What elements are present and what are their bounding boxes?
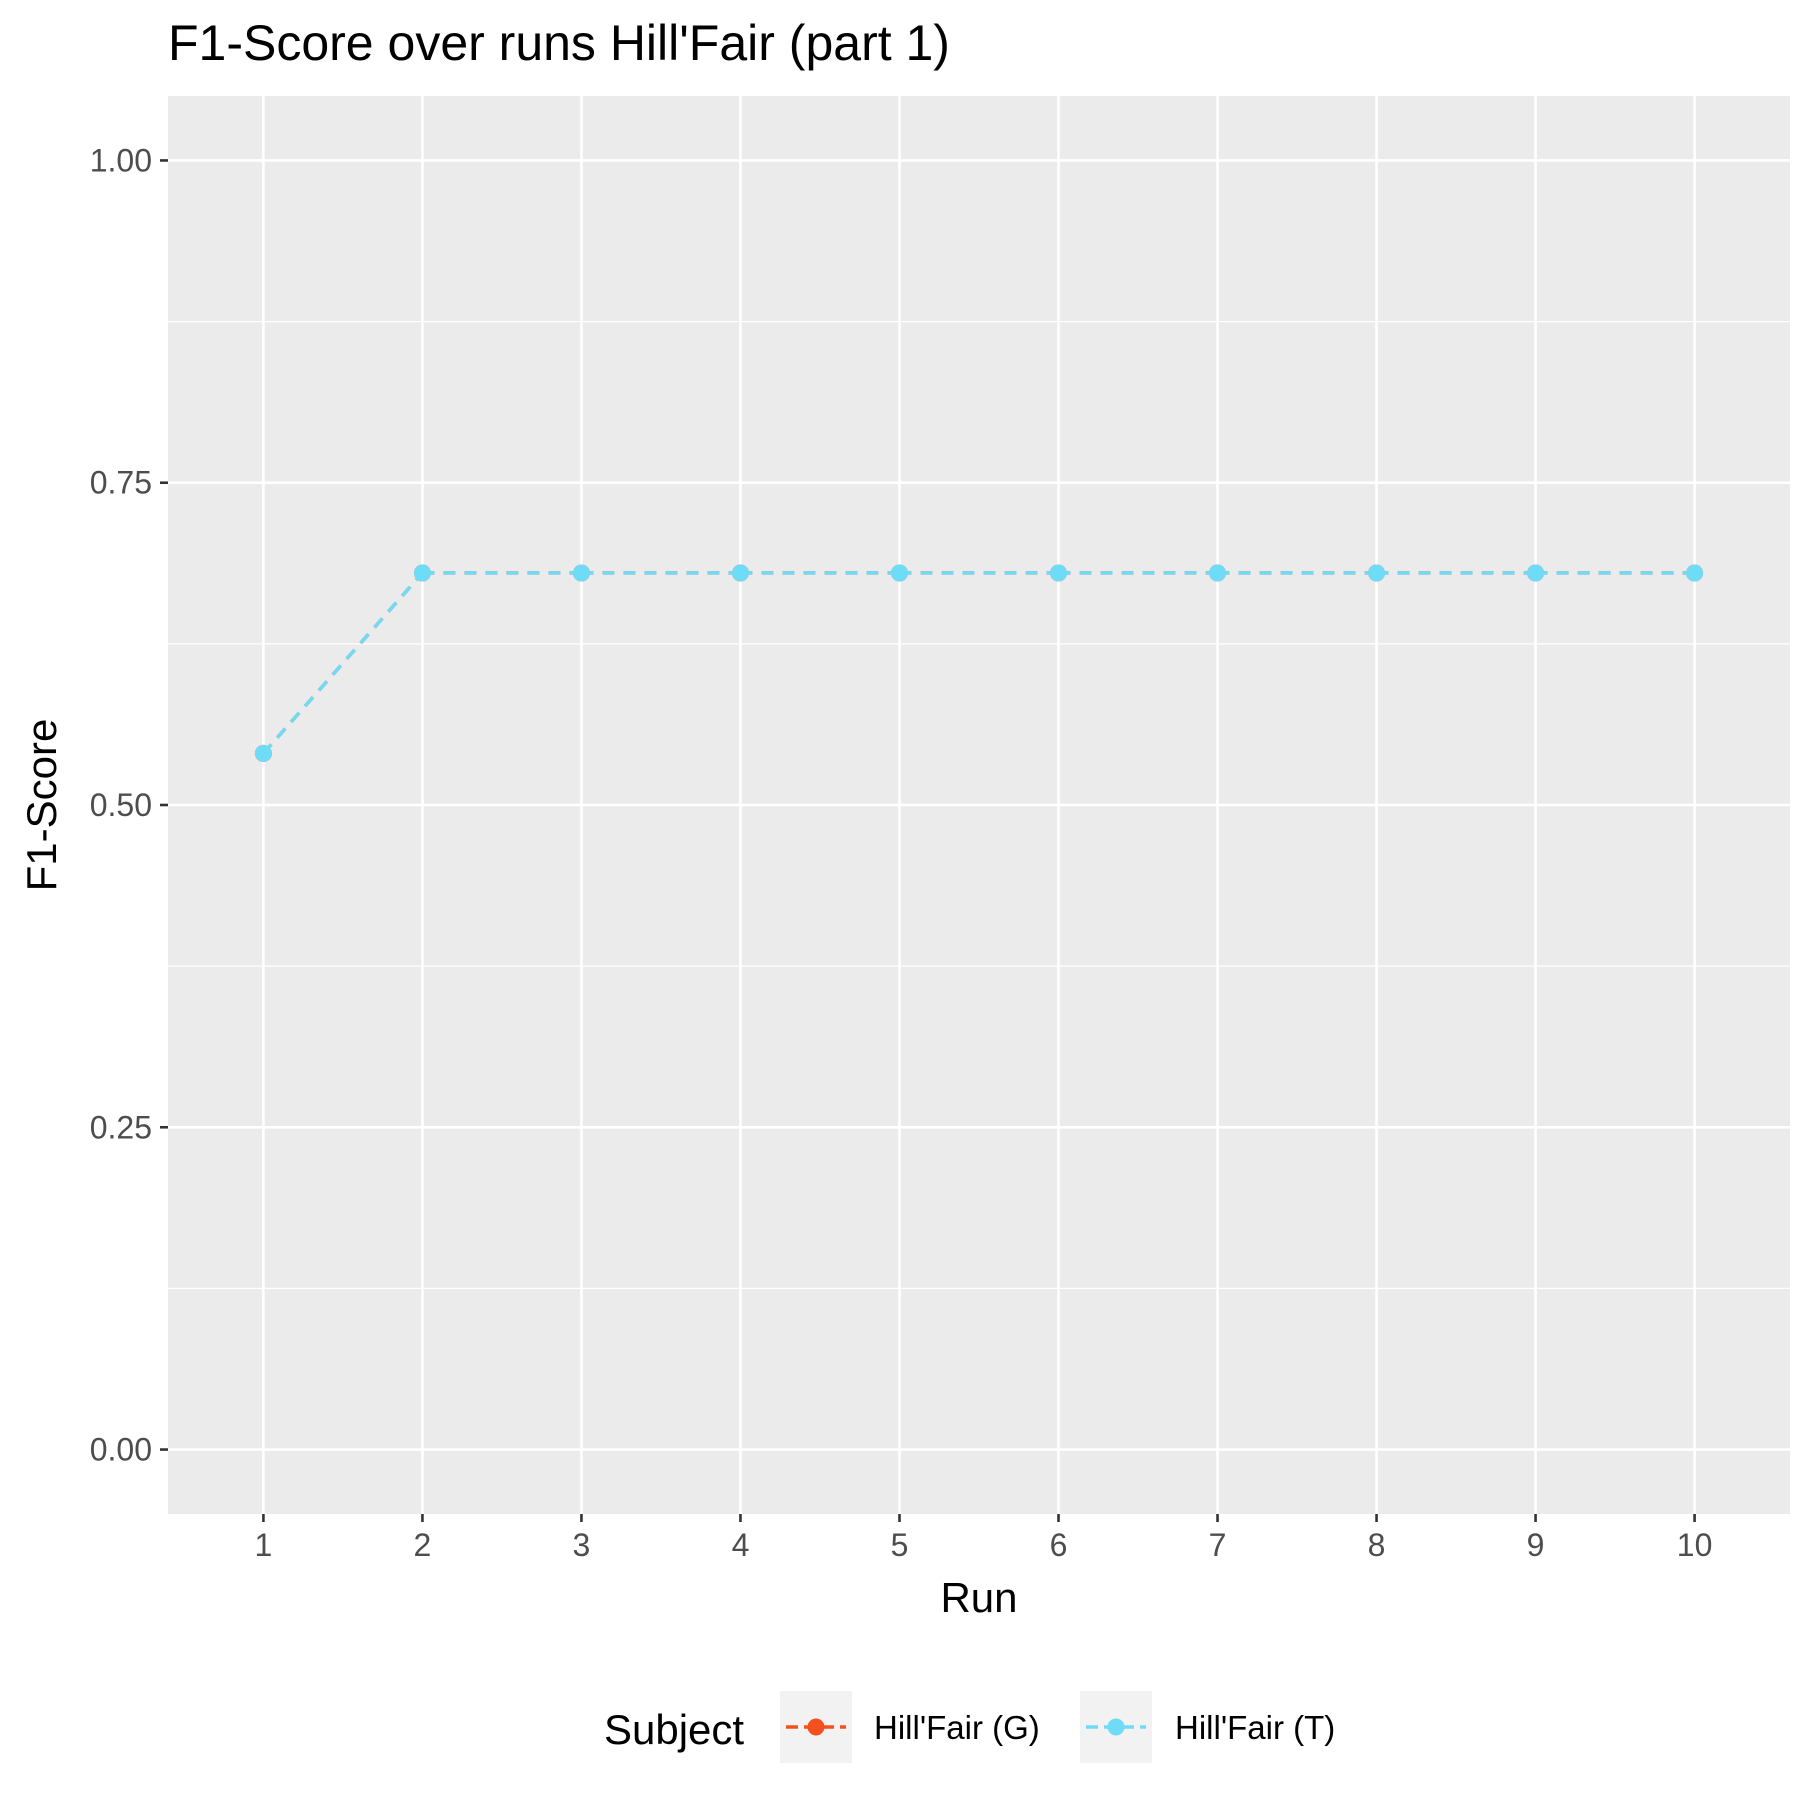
x-tick-label: 9 (1527, 1527, 1545, 1563)
x-tick-label: 6 (1050, 1527, 1068, 1563)
data-point (572, 564, 590, 582)
series-layer (254, 564, 1704, 762)
x-tick-label: 8 (1368, 1527, 1386, 1563)
major-gridlines (168, 96, 1790, 1514)
legend-title: Subject (604, 1706, 744, 1753)
data-point (1686, 564, 1704, 582)
y-axis-title: F1-Score (18, 719, 65, 892)
legend-label: Hill'Fair (T) (1175, 1709, 1335, 1746)
minor-gridlines (168, 320, 1790, 1290)
data-point (413, 564, 431, 582)
data-point (254, 744, 272, 762)
data-point (1368, 564, 1386, 582)
x-tick-label: 1 (255, 1527, 273, 1563)
legend-key-point (807, 1718, 825, 1736)
y-tick-label: 0.75 (90, 465, 152, 501)
data-point (1527, 564, 1545, 582)
x-tick-label: 10 (1677, 1527, 1713, 1563)
legend-item-1: Hill'Fair (G) (780, 1691, 1040, 1763)
x-axis-title: Run (940, 1574, 1017, 1621)
legend-key-point (1107, 1718, 1125, 1736)
y-tick-label: 0.00 (90, 1432, 152, 1468)
x-tick-label: 7 (1209, 1527, 1227, 1563)
data-point (1209, 564, 1227, 582)
series-2 (254, 564, 1704, 762)
legend-label: Hill'Fair (G) (874, 1709, 1040, 1746)
chart-title: F1-Score over runs Hill'Fair (part 1) (168, 15, 950, 71)
y-tick-label: 1.00 (90, 142, 152, 178)
y-axis: 0.00 0.25 0.50 0.75 1.00 (90, 142, 168, 1468)
x-tick-label: 4 (732, 1527, 750, 1563)
data-point (731, 564, 749, 582)
y-tick-label: 0.50 (90, 787, 152, 823)
y-tick-label: 0.25 (90, 1109, 152, 1145)
data-point (890, 564, 908, 582)
x-tick-label: 5 (891, 1527, 909, 1563)
series-line-segment (262, 571, 424, 755)
legend: Subject Hill'Fair (G) Hill'Fair (T) (604, 1691, 1335, 1763)
legend-item-2: Hill'Fair (T) (1080, 1691, 1335, 1763)
x-axis: 1 2 3 4 5 6 7 8 9 10 (255, 1514, 1713, 1563)
data-point (1050, 564, 1068, 582)
x-tick-label: 2 (414, 1527, 432, 1563)
x-tick-label: 3 (573, 1527, 591, 1563)
